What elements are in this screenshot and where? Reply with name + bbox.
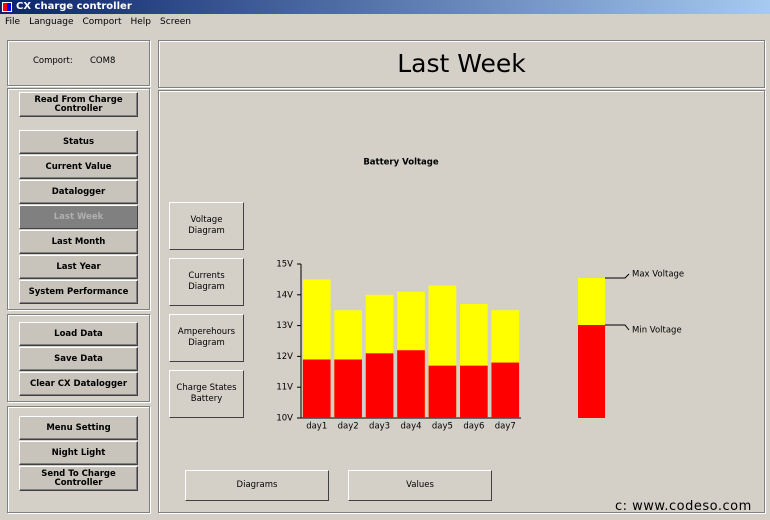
nav-button[interactable]: System Performance — [19, 280, 138, 304]
nav-button[interactable]: Last Year — [19, 255, 138, 279]
settings-button[interactable]: Menu Setting — [19, 416, 138, 440]
chart-panel — [158, 90, 765, 513]
diagram-button[interactable]: Voltage Diagram — [169, 202, 244, 250]
menu-bar: File Language Comport Help Screen — [0, 14, 770, 30]
nav-button: Last Week — [19, 205, 138, 229]
comport-label: Comport: — [33, 56, 73, 66]
data-button[interactable]: Load Data — [19, 322, 138, 346]
read-button[interactable]: Read From Charge Controller — [19, 92, 138, 117]
comport-panel: Comport: COM8 — [7, 40, 150, 86]
app-icon — [2, 2, 12, 12]
menu-item[interactable]: Comport — [82, 17, 122, 27]
comport-value: COM8 — [90, 56, 116, 66]
bottom-button[interactable]: Diagrams — [185, 470, 329, 501]
diagram-button[interactable]: Amperehours Diagram — [169, 314, 244, 362]
nav-button[interactable]: Datalogger — [19, 180, 138, 204]
nav-button[interactable]: Last Month — [19, 230, 138, 254]
data-button[interactable]: Clear CX Datalogger — [19, 372, 138, 396]
menu-item[interactable]: File — [5, 17, 21, 27]
page-title: Last Week — [158, 40, 765, 88]
nav-button[interactable]: Current Value — [19, 155, 138, 179]
watermark: c: www.codeso.com — [615, 499, 752, 514]
menu-item[interactable]: Screen — [160, 17, 191, 27]
nav-button[interactable]: Status — [19, 130, 138, 154]
diagram-button[interactable]: Currents Diagram — [169, 258, 244, 306]
menu-item[interactable]: Language — [29, 17, 74, 27]
settings-button[interactable]: Night Light — [19, 441, 138, 465]
settings-panel — [7, 406, 150, 513]
settings-button[interactable]: Send To Charge Controller — [19, 466, 138, 491]
data-panel — [7, 314, 150, 402]
view-panel — [7, 88, 150, 310]
data-button[interactable]: Save Data — [19, 347, 138, 371]
bottom-button[interactable]: Values — [348, 470, 492, 501]
diagram-button[interactable]: Charge States Battery — [169, 370, 244, 418]
title-bar: CX charge controller — [0, 0, 770, 14]
menu-item[interactable]: Help — [130, 17, 152, 27]
